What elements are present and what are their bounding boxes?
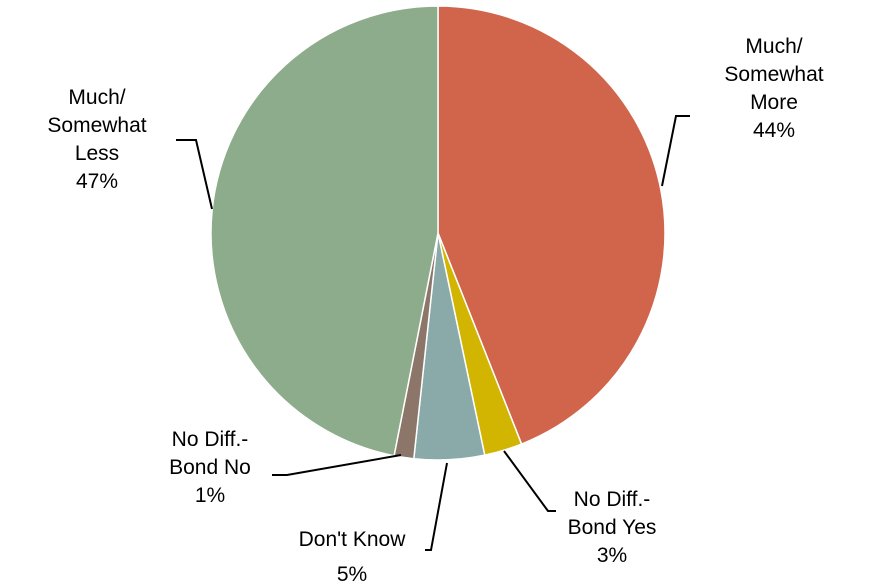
- slice-label-5-line-2: Somewhat: [47, 114, 146, 137]
- slice-percent-3: 5%: [337, 563, 367, 586]
- leader-line-3: [425, 462, 448, 551]
- slice-percent-4: 1%: [195, 484, 225, 507]
- slice-label-1-line-2: Somewhat: [724, 63, 823, 86]
- pie-slice-5: [210, 5, 439, 457]
- leader-line-5: [176, 139, 213, 210]
- slice-label-1-line-3: More: [750, 91, 798, 114]
- slices: [210, 5, 666, 461]
- pie-slice-1: [437, 5, 666, 446]
- slice-label-3-line-1: Don't Know: [299, 528, 407, 551]
- slice-label-5-line-1: Much/: [68, 86, 125, 109]
- slice-label-2-line-1: No Diff.-: [574, 488, 651, 511]
- slice-label-4-line-2: Bond No: [169, 456, 251, 479]
- leader-line-4: [272, 454, 402, 476]
- slice-label-5-line-3: Less: [75, 142, 119, 165]
- slice-percent-2: 3%: [597, 544, 627, 567]
- slice-percent-5: 47%: [76, 170, 118, 193]
- slice-label-1-line-1: Much/: [745, 35, 802, 58]
- leader-line-1: [661, 115, 690, 187]
- leader-line-2: [503, 450, 556, 512]
- slice-label-2-line-2: Bond Yes: [568, 516, 657, 539]
- slice-label-4-line-1: No Diff.-: [172, 428, 249, 451]
- leader-lines: [176, 115, 690, 551]
- slice-labels: Much/Somewhat More 44% No Diff.- Bond Yes 3% D…: [47, 35, 823, 586]
- slice-percent-1: 44%: [753, 119, 795, 142]
